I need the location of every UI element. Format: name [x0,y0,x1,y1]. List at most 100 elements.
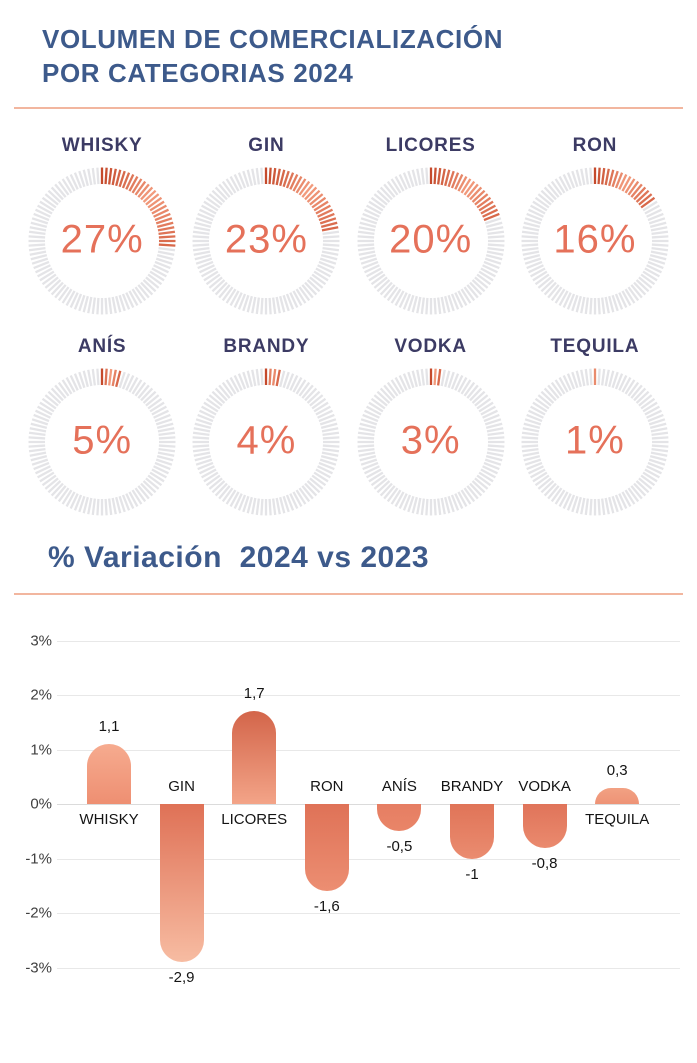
bar-brandy [450,804,494,859]
gauge-tick-filled [140,186,154,200]
gauge-tick-empty [424,297,429,315]
gauge-tick-filled [611,170,619,187]
gauge-tick-filled [630,183,643,198]
gauge-tick-empty [476,474,491,486]
gauge-tick-empty [268,297,273,315]
gauge-percent: 16% [553,217,637,262]
gauge-tick-empty [402,372,411,390]
gauge-tick-empty [238,372,247,390]
gauge-tick-empty [142,479,157,493]
gauge-tick-filled [142,189,157,203]
gauge-tick-empty [215,387,229,401]
gauge-tick-empty [315,405,332,416]
gauge-tick-empty [201,267,217,278]
gauge-tick-empty [600,368,606,386]
gauge-tick-empty [638,276,653,289]
gauge-tick-empty [192,234,210,239]
gauge-tick-empty [648,458,666,466]
gauge-tick-empty [640,397,656,410]
gauge-tick-empty [420,297,425,314]
gauge-tick-empty [229,376,240,393]
gauge-tick-empty [199,464,216,474]
gauge-tick-empty [50,281,64,295]
gauge-tick-filled [321,221,338,228]
gauge-tick-empty [523,454,540,462]
gauge-tick-filled [147,196,163,209]
gauge-tick-empty [359,221,376,228]
gauge-tick-empty [317,464,334,474]
gauge-tick-empty [651,234,669,239]
gauge-tick-empty [523,422,540,429]
gauge-tick-empty [540,278,555,292]
gauge-tick-empty [256,368,261,386]
gauge-tick-filled [311,196,327,209]
gauge-tick-empty [357,246,375,251]
gauge-tick-filled [115,169,122,186]
gauge-tick-empty [543,482,557,496]
bar-gin [159,804,204,963]
gauge-tick-empty [125,492,135,509]
gauge-tick-empty [589,297,593,315]
gauge-tick-empty [279,496,286,514]
gauge-tick-filled [289,173,299,190]
gauge-tick-empty [589,368,593,385]
gauge-tick-filled [122,171,131,189]
report-header: VOLUMEN DE COMERCIALIZACIÓN POR CATEGORIA… [0,0,697,91]
gauge-tick-empty [57,286,70,301]
gauge-tick-empty [154,461,171,470]
gauge-tick-empty [481,464,498,474]
gauge-tick-empty [29,451,47,457]
gauge-percent: 20% [389,217,473,262]
gauge-tick-filled [618,173,628,190]
gauge-tick-empty [91,297,97,314]
gauge-tick-empty [562,374,572,391]
gauge-tick-empty [450,293,459,310]
gauge-tick-empty [575,370,582,387]
gauge-tick-empty [212,479,226,493]
gauge-tick-empty [537,393,552,407]
gauge-tick-empty [644,267,660,278]
gauge-tick-empty [50,186,64,200]
gauge-tick-empty [645,409,662,419]
gauge-tick-empty [597,297,601,315]
gauge-tick-empty [193,250,211,256]
variation-section-title: % Variación 2024 vs 2023 [48,540,430,574]
gauge-tick-empty [158,431,176,436]
gauge-tick-empty [526,260,543,269]
gauge-tick-empty [521,234,539,239]
gauge-tick-empty [108,498,113,515]
gauge-tick-filled [158,230,176,235]
gridline [57,858,680,860]
gauge-tick-empty [65,491,76,507]
gauge-tick-empty [30,422,48,429]
gauge-tick-empty [251,168,257,185]
gauge-tick-filled [155,216,173,225]
gauge-tick-empty [320,257,337,265]
gauge-tick-empty [547,384,560,399]
gauge-tick-empty [484,257,501,265]
gauge-tick-empty [82,169,90,186]
gauge-tick-empty [558,376,569,393]
gauge-tick-empty [633,482,647,496]
donut-gauge: LICORES 20% [356,135,506,316]
bar-value-label: -1 [465,865,479,883]
gauge-tick-empty [566,494,575,511]
gauge-tick-filled [268,167,273,184]
gauge-tick-empty [61,378,73,395]
gauge-tick-filled [157,225,175,232]
gauge-tick-empty [140,482,154,496]
gauge-tick-empty [37,204,53,215]
gauge-tick-empty [96,368,100,385]
gauge-tick-empty [301,384,315,399]
gauge-tick-empty [212,189,226,203]
gauge-tick-filled [313,200,330,212]
gauge-tick-empty [635,278,650,292]
gauge-tick-filled [481,208,498,218]
gauge-tick-empty [523,221,540,228]
gauge-tick-empty [229,491,240,507]
gauge-tick-empty [137,484,150,499]
gauge-tick-empty [91,498,97,515]
gauge-tick-empty [443,370,451,387]
gauge-tick-empty [301,484,315,499]
gauge-tick-empty [289,374,299,391]
